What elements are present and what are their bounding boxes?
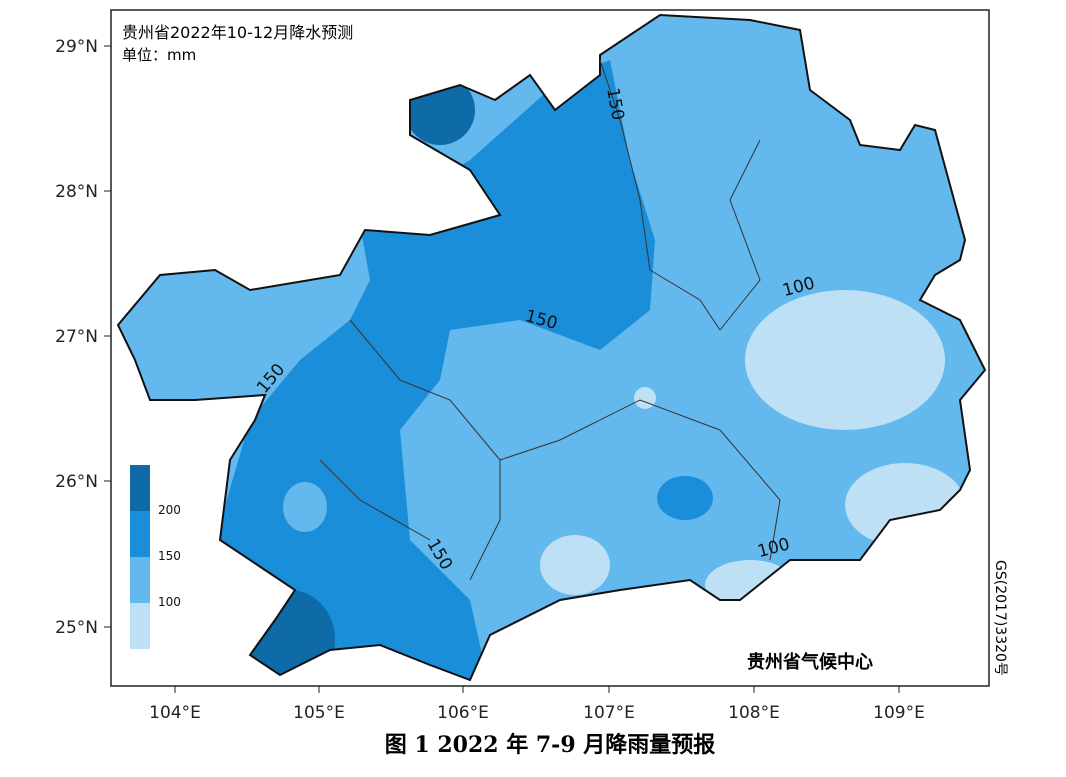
- zone-under-100: [634, 387, 656, 409]
- lon-label: 106°E: [437, 703, 489, 723]
- zone-under-100: [745, 290, 945, 430]
- lat-label: 26°N: [55, 472, 98, 492]
- zone-150-200: [215, 60, 655, 680]
- prefecture-borders: [319, 59, 781, 581]
- lon-label: 105°E: [293, 703, 345, 723]
- legend: [130, 465, 150, 649]
- zone-under-100: [540, 535, 610, 595]
- legend-swatch: [130, 603, 150, 649]
- lat-label: 29°N: [55, 37, 98, 57]
- legend-label: 100: [158, 595, 181, 609]
- zone-150-200: [657, 476, 713, 520]
- lat-label: 25°N: [55, 618, 98, 638]
- lon-label: 109°E: [873, 703, 925, 723]
- legend-label: 150: [158, 549, 181, 563]
- lat-label: 27°N: [55, 327, 98, 347]
- legend-swatch: [130, 465, 150, 511]
- legend-swatch: [130, 557, 150, 603]
- lat-label: 28°N: [55, 182, 98, 202]
- lon-label: 108°E: [728, 703, 780, 723]
- figure-caption: 图 1 2022 年 7-9 月降雨量预报: [385, 732, 716, 758]
- lon-label: 104°E: [149, 703, 201, 723]
- lon-label: 107°E: [583, 703, 635, 723]
- legend-swatch: [130, 511, 150, 557]
- map-unit: 单位：mm: [122, 46, 196, 64]
- zone-100-150: [283, 482, 327, 532]
- legend-label: 200: [158, 503, 181, 517]
- approval-number: GS(2017)3320号: [992, 560, 1008, 676]
- credit: 贵州省气候中心: [747, 651, 873, 673]
- map-title: 贵州省2022年10-12月降水预测: [122, 23, 353, 42]
